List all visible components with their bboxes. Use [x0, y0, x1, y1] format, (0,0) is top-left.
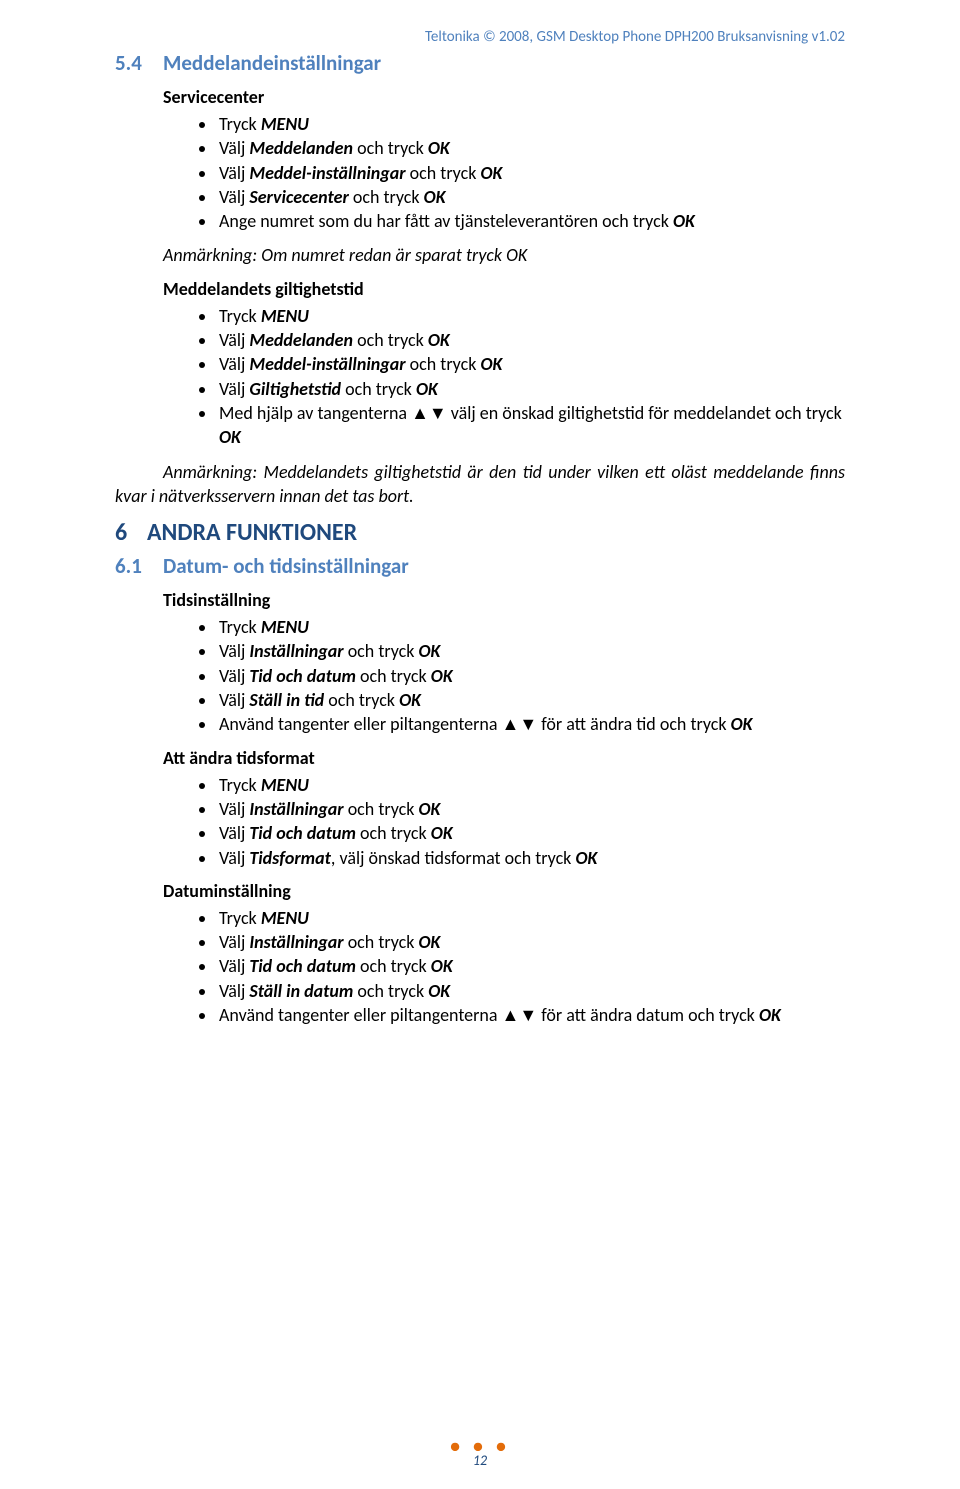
list-item: Tryck MENU — [217, 906, 845, 930]
list-item: Tryck MENU — [217, 112, 845, 136]
heading-6-num: 6 — [115, 518, 147, 547]
list-item: Välj Inställningar och tryck OK — [217, 639, 845, 663]
list-item: Ange numret som du har fått av tjänstele… — [217, 209, 845, 233]
list-item: Välj Inställningar och tryck OK — [217, 930, 845, 954]
list-item: Tryck MENU — [217, 304, 845, 328]
list-item: Välj Inställningar och tryck OK — [217, 797, 845, 821]
note-1: Anmärkning: Om numret redan är sparat tr… — [163, 243, 845, 267]
list-item: Välj Meddel-inställningar och tryck OK — [217, 161, 845, 185]
datuminstallning-list: Tryck MENU Välj Inställningar och tryck … — [163, 906, 845, 1027]
list-item: Välj Ställ in tid och tryck OK — [217, 688, 845, 712]
heading-6-1: 6.1Datum- och tidsinställningar — [115, 553, 845, 579]
heading-6: 6ANDRA FUNKTIONER — [115, 518, 845, 547]
list-item: Välj Tid och datum och tryck OK — [217, 954, 845, 978]
tidsformat-title: Att ändra tidsformat — [163, 747, 845, 769]
page-container: Teltonika © 2008, GSM Desktop Phone DPH2… — [0, 0, 960, 1489]
tidsinstallning-list: Tryck MENU Välj Inställningar och tryck … — [163, 615, 845, 736]
list-item: Välj Ställ in datum och tryck OK — [217, 979, 845, 1003]
list-item: Välj Meddel-inställningar och tryck OK — [217, 352, 845, 376]
page-number: 12 — [0, 1452, 960, 1469]
footer-dots-icon: ● ● ● — [0, 1441, 960, 1452]
note-2: Anmärkning: Meddelandets giltighetstid ä… — [115, 460, 845, 509]
list-item: Välj Tidsformat, välj önskad tidsformat … — [217, 846, 845, 870]
heading-5-4: 5.4Meddelandeinställningar — [115, 50, 845, 76]
heading-5-4-title: Meddelandeinställningar — [163, 50, 381, 76]
tidsformat-list: Tryck MENU Välj Inställningar och tryck … — [163, 773, 845, 870]
list-item: Använd tangenter eller piltangenterna ▲▼… — [217, 712, 845, 736]
list-item: Välj Meddelanden och tryck OK — [217, 328, 845, 352]
page-footer: ● ● ● 12 — [0, 1441, 960, 1469]
list-item: Använd tangenter eller piltangenterna ▲▼… — [217, 1003, 845, 1027]
heading-6-title: ANDRA FUNKTIONER — [147, 518, 357, 547]
list-item: Välj Meddelanden och tryck OK — [217, 136, 845, 160]
heading-6-1-num: 6.1 — [115, 553, 163, 579]
servicecenter-title: Servicecenter — [163, 86, 845, 108]
list-item: Med hjälp av tangenterna ▲▼ välj en önsk… — [217, 401, 845, 450]
giltighetstid-list: Tryck MENU Välj Meddelanden och tryck OK… — [163, 304, 845, 450]
list-item: Välj Giltighetstid och tryck OK — [217, 377, 845, 401]
giltighetstid-title: Meddelandets giltighetstid — [163, 278, 845, 300]
section-6-1-body: Tidsinställning Tryck MENU Välj Inställn… — [163, 589, 845, 1027]
tidsinstallning-title: Tidsinställning — [163, 589, 845, 611]
section-5-4-body: Servicecenter Tryck MENU Välj Meddelande… — [163, 86, 845, 450]
list-item: Välj Tid och datum och tryck OK — [217, 664, 845, 688]
datuminstallning-title: Datuminställning — [163, 880, 845, 902]
list-item: Välj Servicecenter och tryck OK — [217, 185, 845, 209]
page-header: Teltonika © 2008, GSM Desktop Phone DPH2… — [115, 28, 845, 46]
list-item: Tryck MENU — [217, 615, 845, 639]
heading-5-4-num: 5.4 — [115, 50, 163, 76]
list-item: Tryck MENU — [217, 773, 845, 797]
servicecenter-list: Tryck MENU Välj Meddelanden och tryck OK… — [163, 112, 845, 233]
heading-6-1-title: Datum- och tidsinställningar — [163, 553, 409, 579]
list-item: Välj Tid och datum och tryck OK — [217, 821, 845, 845]
